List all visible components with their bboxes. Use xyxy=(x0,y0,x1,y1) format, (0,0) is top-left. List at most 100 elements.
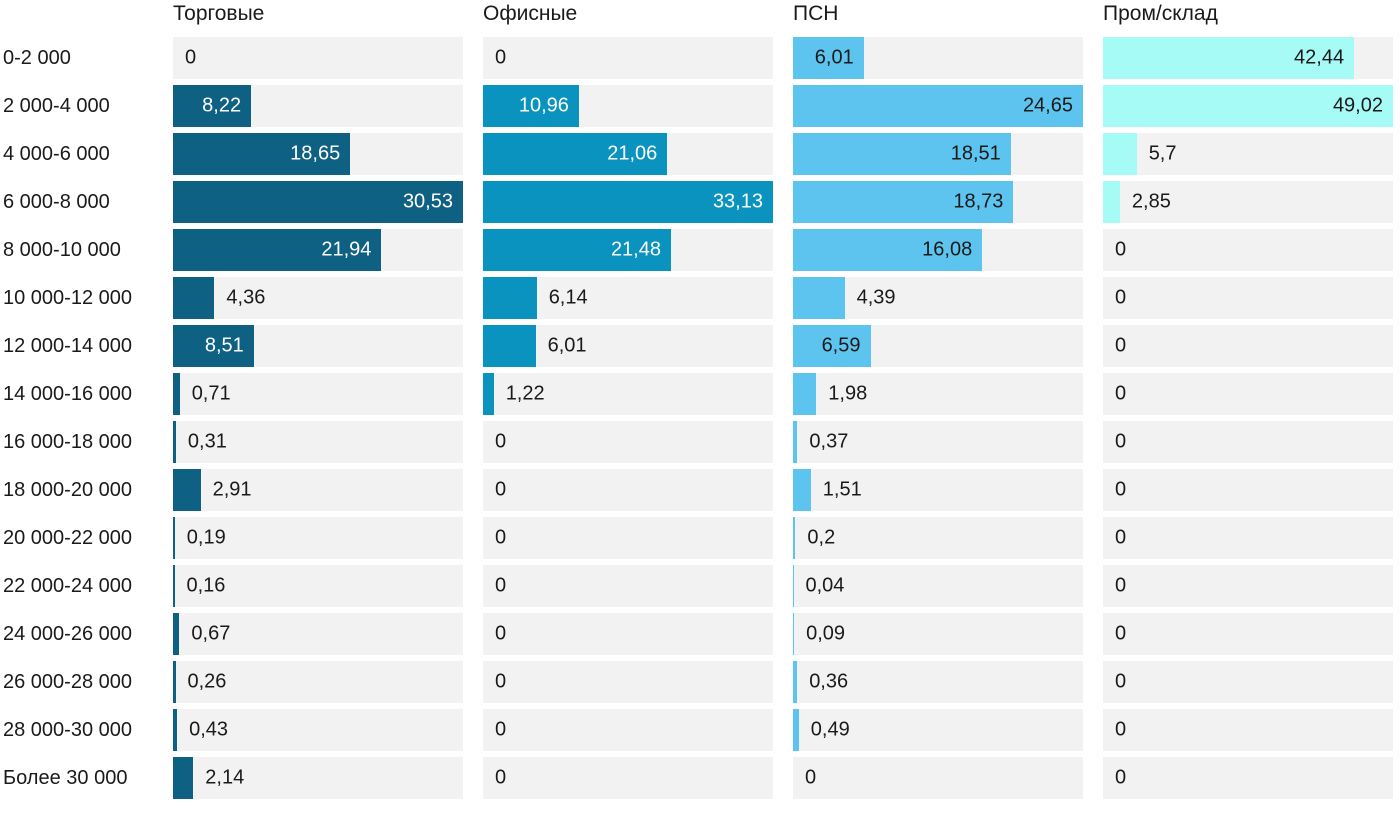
bar-track: 1,51 xyxy=(793,469,1083,511)
bar-track: 0 xyxy=(483,37,773,79)
column-header: Офисные xyxy=(483,2,578,25)
bar-value-label: 0 xyxy=(495,670,507,693)
bar-track: 33,13 xyxy=(483,181,773,223)
bar xyxy=(483,181,773,223)
bar-track: 0 xyxy=(1103,709,1393,751)
bar-value-label: 8,22 xyxy=(202,94,242,117)
bar-value-label: 0,04 xyxy=(805,574,845,597)
bar xyxy=(173,709,178,751)
row-label: 22 000-24 000 xyxy=(3,574,133,597)
bar xyxy=(1103,85,1393,127)
table-row: 18 000-20 000 2,91 0 1,51 0 xyxy=(0,469,1400,511)
bar-value-label: 0 xyxy=(495,622,507,645)
bar-value-label: 0 xyxy=(495,46,507,69)
bar-value-label: 0,37 xyxy=(809,430,849,453)
bar-value-label: 1,51 xyxy=(822,478,862,501)
bar-track: 49,02 xyxy=(1103,85,1393,127)
bar-value-label: 0 xyxy=(1115,622,1127,645)
bar-track: 1,22 xyxy=(483,373,773,415)
bar-track: 0 xyxy=(1103,565,1393,607)
bar-value-label: 0 xyxy=(1115,382,1127,405)
bar-track: 24,65 xyxy=(793,85,1083,127)
table-row: 14 000-16 000 0,71 1,22 1,98 0 xyxy=(0,373,1400,415)
header-spacer xyxy=(0,2,173,37)
bar-track: 21,94 xyxy=(173,229,463,271)
bar xyxy=(173,421,176,463)
bar xyxy=(793,709,799,751)
bar-value-label: 2,85 xyxy=(1131,190,1171,213)
bar-track: 0,2 xyxy=(793,517,1083,559)
chart-rows: 0-2 000 0 0 6,01 42,44 2 000-4 000 8,22 10,96 24… xyxy=(0,37,1400,799)
bar-value-label: 0 xyxy=(1115,430,1127,453)
row-label: 16 000-18 000 xyxy=(3,430,133,453)
bar-value-label: 0 xyxy=(1115,526,1127,549)
bar-track: 6,01 xyxy=(793,37,1083,79)
row-label: 10 000-12 000 xyxy=(3,286,133,309)
bar-track: 8,51 xyxy=(173,325,463,367)
bar xyxy=(793,133,1011,175)
bar-track: 0 xyxy=(483,661,773,703)
bar-track: 0,04 xyxy=(793,565,1083,607)
row-label: 12 000-14 000 xyxy=(3,334,133,357)
bar-track: 30,53 xyxy=(173,181,463,223)
table-row: 8 000-10 000 21,94 21,48 16,08 0 xyxy=(0,229,1400,271)
bar-value-label: 0,71 xyxy=(191,382,231,405)
bar xyxy=(793,469,811,511)
bar xyxy=(483,277,537,319)
bar-value-label: 0,26 xyxy=(187,670,227,693)
bar-value-label: 0 xyxy=(495,526,507,549)
bar-value-label: 5,7 xyxy=(1148,142,1177,165)
row-label: Более 30 000 xyxy=(3,766,128,789)
bar-value-label: 18,65 xyxy=(290,142,341,165)
bar xyxy=(793,565,794,607)
bar-track: 6,01 xyxy=(483,325,773,367)
bar-value-label: 0 xyxy=(1115,286,1127,309)
bar xyxy=(793,421,798,463)
bar xyxy=(793,517,796,559)
bar-track: 0,36 xyxy=(793,661,1083,703)
column-header: Пром/склад xyxy=(1103,2,1218,25)
bar-value-label: 2,91 xyxy=(212,478,252,501)
bar-value-label: 0 xyxy=(1115,766,1127,789)
bar xyxy=(173,229,382,271)
bar-track: 0,49 xyxy=(793,709,1083,751)
bar-track: 4,36 xyxy=(173,277,463,319)
bar-track: 8,22 xyxy=(173,85,463,127)
bar-track: 0,71 xyxy=(173,373,463,415)
table-row: 26 000-28 000 0,26 0 0,36 0 xyxy=(0,661,1400,703)
bar-value-label: 0 xyxy=(495,478,507,501)
bar xyxy=(793,613,795,655)
bar-value-label: 4,36 xyxy=(226,286,266,309)
bar xyxy=(483,85,579,127)
bar-value-label: 1,22 xyxy=(505,382,545,405)
bar-track: 6,14 xyxy=(483,277,773,319)
bar-track: 0,09 xyxy=(793,613,1083,655)
row-label: 14 000-16 000 xyxy=(3,382,133,405)
bar-value-label: 18,73 xyxy=(953,190,1004,213)
bar-value-label: 0 xyxy=(805,766,817,789)
table-row: 16 000-18 000 0,31 0 0,37 0 xyxy=(0,421,1400,463)
bar-track: 18,65 xyxy=(173,133,463,175)
row-label: 26 000-28 000 xyxy=(3,670,133,693)
table-row: Более 30 000 2,14 0 0 0 xyxy=(0,757,1400,799)
bar-value-label: 30,53 xyxy=(402,190,453,213)
bar-track: 6,59 xyxy=(793,325,1083,367)
bar-track: 0 xyxy=(483,757,773,799)
bar-value-label: 33,13 xyxy=(712,190,763,213)
bar-track: 0,26 xyxy=(173,661,463,703)
bar xyxy=(483,229,671,271)
row-label: 4 000-6 000 xyxy=(3,142,110,165)
row-label: 24 000-26 000 xyxy=(3,622,133,645)
bar-track: 0 xyxy=(1103,757,1393,799)
bar-track: 0,19 xyxy=(173,517,463,559)
bar-track: 0,43 xyxy=(173,709,463,751)
column-header: ПСН xyxy=(793,2,839,25)
bar-value-label: 0 xyxy=(495,766,507,789)
bar xyxy=(793,373,817,415)
bar-value-label: 0 xyxy=(495,718,507,741)
bar-track: 0 xyxy=(1103,661,1393,703)
bar-track: 0,37 xyxy=(793,421,1083,463)
bar-track: 21,48 xyxy=(483,229,773,271)
table-row: 2 000-4 000 8,22 10,96 24,65 49,02 xyxy=(0,85,1400,127)
